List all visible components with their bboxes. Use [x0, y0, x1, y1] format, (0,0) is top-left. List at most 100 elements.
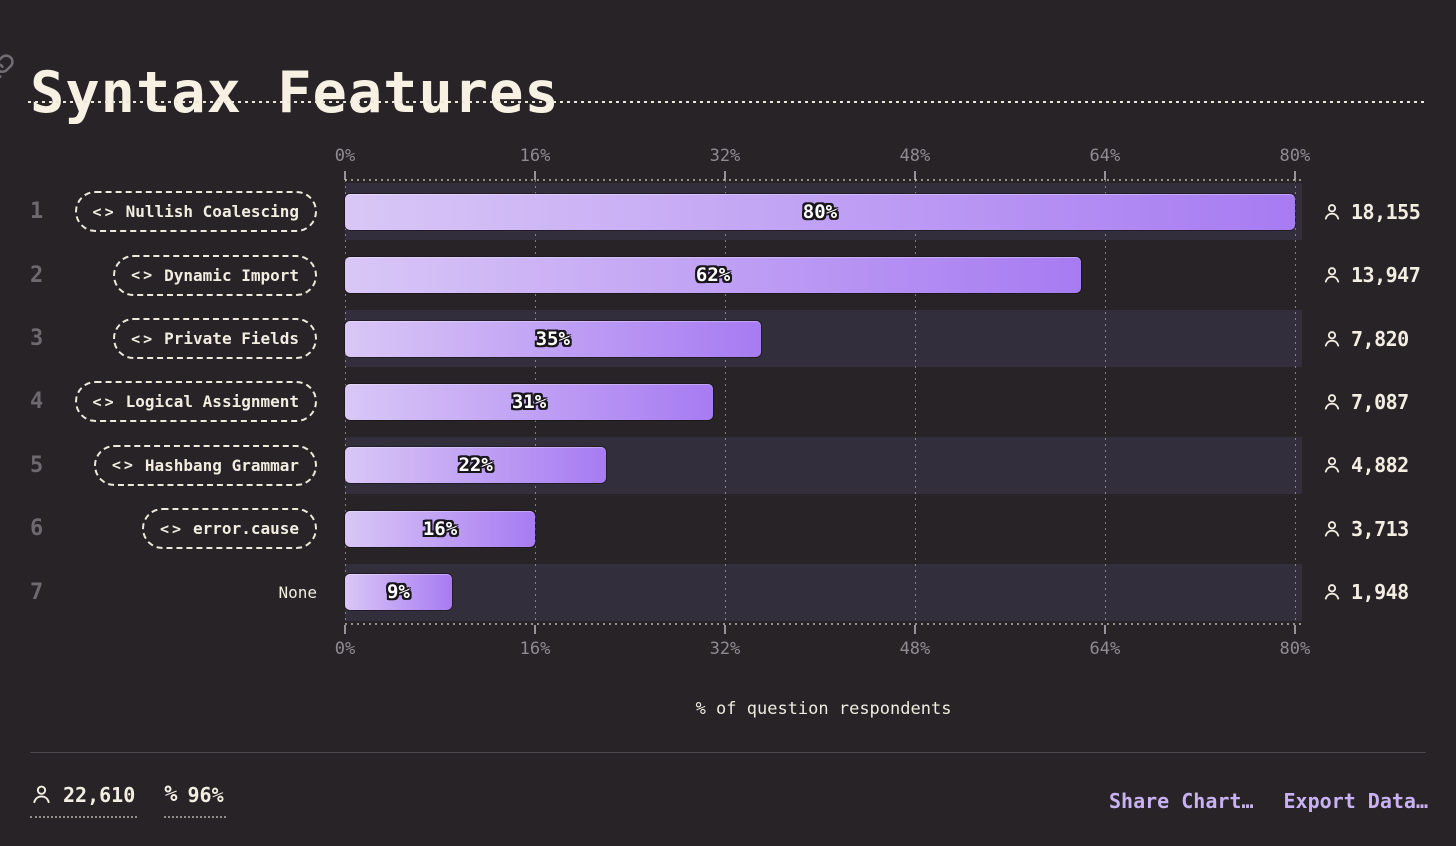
gridline [1104, 180, 1106, 624]
bar[interactable]: 9% [345, 574, 452, 611]
export-data-link[interactable]: Export Data… [1283, 789, 1429, 813]
bar-row: 31% [345, 370, 1302, 433]
bar-value-label: 31% [511, 390, 547, 413]
count-value: 7,820 [1351, 326, 1409, 351]
count-value: 13,947 [1351, 263, 1421, 288]
feature-name: Hashbang Grammar [144, 455, 299, 475]
bar[interactable]: 22% [345, 447, 607, 484]
code-icon: <> [131, 329, 156, 348]
count-value: 7,087 [1351, 389, 1409, 414]
row-rank: 6 [30, 516, 44, 542]
tick-label: 80% [1279, 146, 1311, 166]
feature-name: Logical Assignment [125, 392, 299, 412]
feature-pill[interactable]: <> error.cause [141, 508, 317, 550]
bar-row: 9% [345, 561, 1302, 624]
count-value: 18,155 [1351, 199, 1421, 224]
bar[interactable]: 16% [345, 510, 535, 547]
completion-value: 96% [187, 782, 224, 807]
footer-stats: 22,610 % 96% [30, 782, 226, 818]
feature-label-row: 2 <> Dynamic Import [0, 243, 330, 306]
bar-row: 35% [345, 307, 1302, 370]
tick-label: 32% [709, 639, 741, 659]
respondent-count-row: 3,713 [1322, 497, 1456, 560]
footer-actions: Share Chart… Export Data… [1109, 789, 1428, 813]
feature-label-row: 7 None [0, 561, 330, 624]
bar-row: 80% [345, 180, 1302, 243]
tick-label: 64% [1089, 146, 1121, 166]
x-axis-title: % of question respondents [695, 699, 952, 719]
bar-row: 22% [345, 434, 1302, 497]
feature-pill[interactable]: <> Private Fields [113, 318, 317, 360]
tick-mark [344, 171, 346, 180]
row-rank: 1 [30, 199, 44, 225]
row-rank: 4 [30, 389, 44, 415]
gridline [724, 180, 726, 624]
tick-mark [533, 171, 536, 180]
tick-label: 64% [1089, 639, 1121, 659]
feature-name: Dynamic Import [164, 265, 299, 285]
feature-name: Private Fields [164, 329, 299, 349]
tick-mark [1103, 625, 1106, 634]
x-axis-bottom: 0% 16% 32% 48% 64% 80% [335, 625, 1310, 659]
code-icon: <> [159, 519, 185, 538]
row-rank: 2 [30, 262, 44, 288]
feature-pill[interactable]: <> Dynamic Import [113, 254, 317, 296]
tick-label: 16% [519, 146, 551, 166]
code-icon: <> [92, 392, 117, 411]
completion-stat[interactable]: % 96% [164, 782, 226, 818]
person-icon [1324, 203, 1340, 220]
total-respondents-value: 22,610 [63, 782, 136, 807]
feature-pill[interactable]: None [278, 574, 317, 611]
code-icon: <> [111, 456, 136, 475]
feature-label-row: 1 <> Nullish Coalescing [0, 180, 330, 243]
feature-label-row: 3 <> Private Fields [0, 307, 330, 370]
share-chart-link[interactable]: Share Chart… [1109, 789, 1254, 813]
tick-label: 48% [899, 146, 931, 166]
tick-mark [533, 625, 536, 634]
bar[interactable]: 31% [345, 383, 714, 420]
total-respondents-stat[interactable]: 22,610 [30, 782, 138, 818]
respondent-count-row: 1,948 [1322, 561, 1456, 624]
bar-value-label: 9% [386, 581, 410, 604]
footer-divider [30, 752, 1426, 753]
feature-pill[interactable]: <> Logical Assignment [74, 381, 317, 423]
feature-name: Nullish Coalescing [125, 202, 299, 222]
feature-labels-column: 1 <> Nullish Coalescing 2 <> Dynamic Imp… [0, 180, 330, 624]
page-title: Syntax Features [30, 60, 560, 127]
tick-mark [1103, 171, 1106, 180]
link-icon[interactable] [0, 53, 15, 87]
bar[interactable]: 80% [345, 193, 1295, 230]
bar-value-label: 62% [695, 264, 731, 287]
bar[interactable]: 35% [345, 320, 761, 357]
respondent-count-row: 7,820 [1322, 307, 1456, 370]
feature-label-row: 6 <> error.cause [0, 497, 330, 560]
code-icon: <> [92, 202, 117, 221]
respondent-count-row: 7,087 [1322, 370, 1456, 433]
count-value: 3,713 [1351, 516, 1409, 541]
tick-mark [344, 625, 346, 634]
feature-pill[interactable]: <> Hashbang Grammar [93, 444, 317, 486]
feature-pill[interactable]: <> Nullish Coalescing [74, 191, 317, 233]
tick-mark [723, 171, 726, 180]
bar[interactable]: 62% [345, 257, 1082, 294]
tick-mark [723, 625, 726, 634]
tick-label: 16% [519, 639, 551, 659]
tick-mark [913, 625, 916, 634]
person-icon [1324, 330, 1340, 347]
count-value: 4,882 [1351, 453, 1409, 478]
row-band [345, 563, 1302, 621]
respondent-count-row: 4,882 [1322, 434, 1456, 497]
bar-value-label: 16% [422, 517, 458, 540]
feature-name: None [278, 582, 317, 602]
tick-mark [1293, 171, 1296, 180]
code-icon: <> [131, 266, 156, 285]
bar-row: 16% [345, 497, 1302, 560]
title-divider [28, 101, 1428, 103]
bar-row: 62% [345, 243, 1302, 306]
bar-value-label: 35% [535, 327, 570, 350]
person-icon [1324, 584, 1340, 600]
count-value: 1,948 [1351, 580, 1409, 605]
tick-mark [913, 171, 916, 180]
row-rank: 7 [30, 579, 44, 605]
